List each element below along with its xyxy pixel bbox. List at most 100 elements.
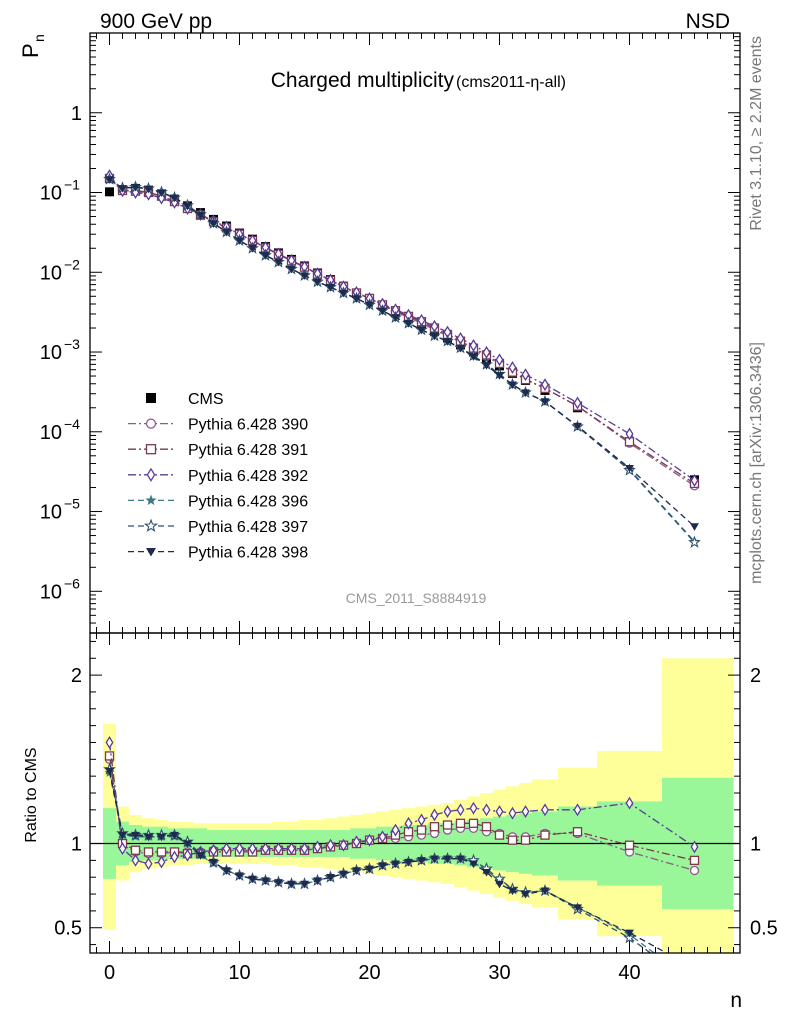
y-tick-exponent: −6 (64, 575, 80, 591)
legend-label: CMS (188, 391, 224, 408)
series-line (109, 178, 695, 543)
ratio-y-tick-label-left: 1 (71, 834, 82, 856)
legend: CMS Pythia 6.428 390 Pythia 6.428 391 Pythi… (128, 391, 308, 562)
data-point (183, 848, 192, 862)
data-point (378, 830, 387, 844)
data-point (495, 353, 504, 367)
data-point (573, 803, 582, 817)
data-point (625, 464, 634, 473)
main-series-6 (105, 176, 699, 531)
data-point (508, 887, 517, 896)
ratio-ylabel: Ratio to CMS (23, 747, 40, 842)
y-tick-label: 10 (40, 183, 62, 205)
data-point (468, 818, 479, 828)
series-line (109, 177, 695, 487)
data-point (378, 862, 387, 870)
data-point (541, 803, 549, 817)
data-point (508, 361, 517, 374)
legend-label: Pythia 6.428 390 (188, 417, 308, 434)
legend-item-0: CMS (146, 391, 224, 408)
x-tick-label: 40 (618, 962, 640, 984)
data-point (442, 820, 453, 830)
data-point (287, 880, 296, 889)
data-point (105, 187, 114, 197)
ratio-series-2 (105, 736, 699, 871)
x-tick-label: 20 (358, 962, 380, 984)
data-point (404, 816, 413, 830)
legend-marker (145, 494, 157, 506)
data-point (352, 835, 361, 849)
data-point (573, 396, 582, 410)
data-point (690, 523, 699, 531)
legend-marker (145, 418, 157, 429)
data-point (455, 818, 466, 828)
legend-marker (146, 548, 156, 557)
data-point (443, 855, 452, 864)
data-point (170, 194, 179, 203)
data-point (156, 847, 167, 857)
data-point (573, 904, 582, 912)
data-point (157, 855, 166, 869)
legend-marker (146, 467, 156, 482)
data-point (196, 211, 205, 220)
data-point (623, 931, 636, 944)
data-point (540, 830, 550, 840)
data-point (690, 980, 700, 989)
data-point (118, 185, 127, 193)
data-point (235, 842, 244, 856)
data-point (378, 307, 387, 316)
data-point (157, 833, 166, 842)
legend-label: Pythia 6.428 398 (188, 545, 308, 562)
y-tick-exponent: −4 (64, 416, 80, 432)
data-point (313, 840, 322, 854)
data-point (261, 252, 270, 260)
main-series-3 (105, 169, 699, 487)
data-point (300, 272, 309, 280)
legend-item-5: Pythia 6.428 397 (128, 518, 308, 536)
data-point (144, 857, 153, 871)
series-line (109, 178, 695, 485)
ratio-series-group (103, 736, 700, 989)
main-series-4 (104, 174, 700, 546)
ratio-y-tick-label-right: 2 (750, 665, 761, 687)
y-tick-exponent: −5 (64, 496, 80, 512)
x-tick-label: 30 (488, 962, 510, 984)
legend-marker (146, 393, 156, 403)
data-point (313, 877, 322, 885)
data-point (118, 831, 127, 840)
data-point (170, 850, 179, 864)
series-line (109, 179, 695, 543)
ratio-y-tick-label-right: 0.5 (750, 918, 778, 940)
data-point (391, 314, 400, 323)
legend-item-1: Pythia 6.428 390 (128, 417, 308, 434)
y-tick-label: 10 (40, 422, 62, 444)
data-point (508, 806, 517, 820)
data-point (352, 867, 361, 875)
data-point (183, 202, 192, 211)
data-point (222, 228, 231, 237)
data-point (690, 978, 700, 987)
data-point (495, 880, 504, 889)
data-point (274, 258, 283, 267)
data-point (443, 805, 452, 818)
data-point (507, 835, 518, 845)
data-point (274, 879, 283, 887)
data-point (170, 831, 179, 840)
chart-title-main: Charged multiplicity (271, 69, 455, 92)
y-tick-exponent: −2 (64, 256, 80, 272)
header-left: 900 GeV pp (100, 10, 212, 33)
data-point (625, 427, 634, 441)
main-series-0 (105, 184, 699, 485)
chart-title-sub: (cms2011-η-all) (456, 74, 566, 91)
legend-item-2: Pythia 6.428 391 (128, 442, 308, 459)
data-point (430, 808, 439, 822)
data-point (469, 353, 478, 361)
data-point (430, 332, 439, 341)
data-point (144, 185, 153, 194)
data-point (521, 389, 530, 397)
data-point (326, 838, 335, 852)
main-series-group (103, 169, 701, 548)
legend-label: Pythia 6.428 391 (188, 442, 308, 459)
